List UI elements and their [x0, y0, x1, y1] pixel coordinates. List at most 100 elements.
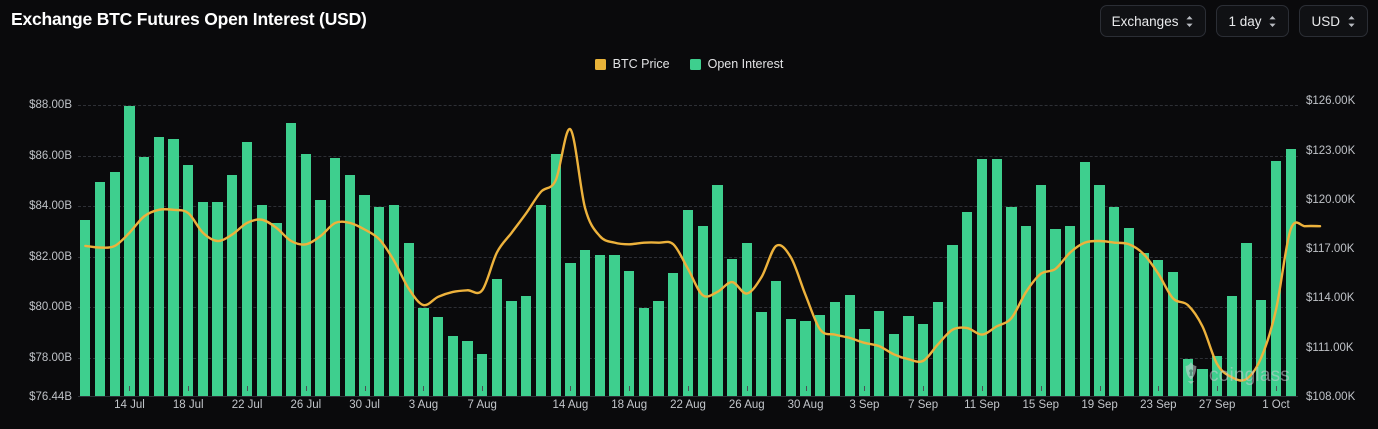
x-axis-tick-mark [923, 386, 925, 391]
bar-series-open-interest [78, 85, 1298, 397]
y-axis-right-tick: $114.00K [1306, 292, 1355, 305]
y-axis-right-tick: $111.00K [1306, 341, 1354, 354]
chart-legend: BTC Price Open Interest [0, 57, 1378, 71]
x-axis-tick-label: 22 Jul [231, 399, 263, 411]
x-axis-tick-label: 1 Oct [1262, 399, 1290, 411]
currency-dropdown-label: USD [1311, 13, 1340, 29]
x-axis-tick-label: 26 Jul [290, 399, 322, 411]
currency-dropdown[interactable]: USD [1299, 5, 1368, 37]
bar [991, 159, 1002, 397]
bar [726, 259, 738, 397]
legend-item-btc-price[interactable]: BTC Price [594, 57, 670, 71]
x-axis-tick-mark [247, 386, 249, 391]
legend-label-open-interest: Open Interest [707, 57, 784, 71]
bar [80, 220, 91, 397]
bar [668, 273, 679, 397]
interval-dropdown-label: 1 day [1228, 13, 1262, 29]
bar [594, 255, 605, 397]
y-axis-right-tick: $123.00K [1306, 144, 1356, 157]
bar [477, 353, 488, 397]
bar [300, 154, 311, 397]
bar [565, 262, 576, 397]
x-axis-tick-label: 30 Aug [787, 399, 824, 411]
y-axis-right: $108.00K $111.00K $114.00K $117.00K $120.00K… [1298, 85, 1378, 403]
y-axis-right-tick: $117.00K [1306, 243, 1355, 256]
bar [359, 194, 370, 397]
gridline [78, 155, 1298, 157]
y-axis-right-tick: $120.00K [1306, 193, 1356, 206]
bar [94, 182, 106, 397]
x-axis-tick-label: 23 Sep [1140, 399, 1177, 411]
x-axis-tick-label: 22 Aug [670, 399, 706, 411]
bar [285, 122, 297, 397]
bar [1241, 242, 1252, 397]
exchanges-dropdown-label: Exchanges [1111, 13, 1179, 29]
x-axis-tick-mark [629, 386, 631, 391]
x-axis-tick-mark [981, 386, 983, 391]
bar [859, 328, 870, 397]
x-axis-tick-mark [1158, 386, 1160, 391]
legend-swatch-open-interest [689, 58, 701, 70]
bar [227, 174, 238, 397]
widget-header: Exchange BTC Futures Open Interest (USD)… [0, 0, 1378, 46]
x-axis-tick-mark [1217, 386, 1219, 391]
bar [873, 310, 885, 397]
x-axis-tick-mark [1275, 386, 1277, 391]
x-axis-tick-mark [864, 386, 866, 391]
control-bar: Exchanges 1 day USD [1099, 5, 1368, 37]
bar [1123, 227, 1135, 397]
bar [550, 154, 561, 397]
legend-label-btc-price: BTC Price [612, 57, 670, 71]
y-axis-left-tick: $84.00B [29, 200, 72, 213]
y-axis-left-tick: $80.00B [29, 301, 72, 314]
x-axis-tick-mark [305, 386, 307, 391]
bar [903, 315, 914, 397]
x-axis-tick-mark [423, 386, 425, 391]
bar [521, 295, 532, 397]
y-axis-right-tick: $126.00K [1306, 95, 1356, 108]
bar [653, 300, 664, 397]
bar [535, 204, 547, 397]
page-title: Exchange BTC Futures Open Interest (USD) [11, 9, 367, 29]
exchanges-dropdown[interactable]: Exchanges [1099, 5, 1207, 37]
x-axis-tick-label: 30 Jul [349, 399, 380, 411]
interval-dropdown[interactable]: 1 day [1216, 5, 1290, 37]
bar [1285, 149, 1296, 397]
bar [139, 156, 150, 397]
bar [932, 302, 944, 397]
btc-price-line [84, 128, 1322, 382]
bar [697, 226, 708, 397]
bar [344, 174, 356, 397]
bar [1109, 207, 1120, 397]
x-axis-tick-mark [364, 386, 366, 391]
bar [183, 164, 194, 397]
plot-area: $76.44B $78.00B $80.00B $82.00B $84.00B $86.0… [0, 85, 1378, 403]
bar [1167, 271, 1179, 397]
bar [491, 279, 503, 397]
bar [1006, 207, 1017, 397]
chart-canvas[interactable] [78, 85, 1322, 397]
x-axis-tick-mark [805, 386, 807, 391]
x-axis-tick-label: 7 Aug [467, 399, 497, 411]
bar [1270, 160, 1282, 397]
legend-swatch-btc-price [594, 58, 606, 70]
bar [756, 312, 767, 397]
bar [1050, 228, 1061, 397]
bar [1256, 299, 1267, 397]
bar [124, 106, 135, 397]
bar [153, 136, 164, 397]
x-axis-tick-label: 14 Aug [552, 399, 589, 411]
bar [403, 242, 414, 397]
bar [1035, 184, 1046, 397]
bar [256, 204, 267, 397]
bar [168, 139, 179, 397]
bar [624, 270, 635, 397]
bar [785, 318, 797, 397]
bar [271, 222, 282, 397]
legend-item-open-interest[interactable]: Open Interest [689, 57, 784, 71]
bar [109, 172, 120, 397]
chevron-updown-icon [1347, 15, 1356, 28]
bar [638, 308, 650, 397]
x-axis-tick-label: 3 Sep [849, 399, 880, 411]
